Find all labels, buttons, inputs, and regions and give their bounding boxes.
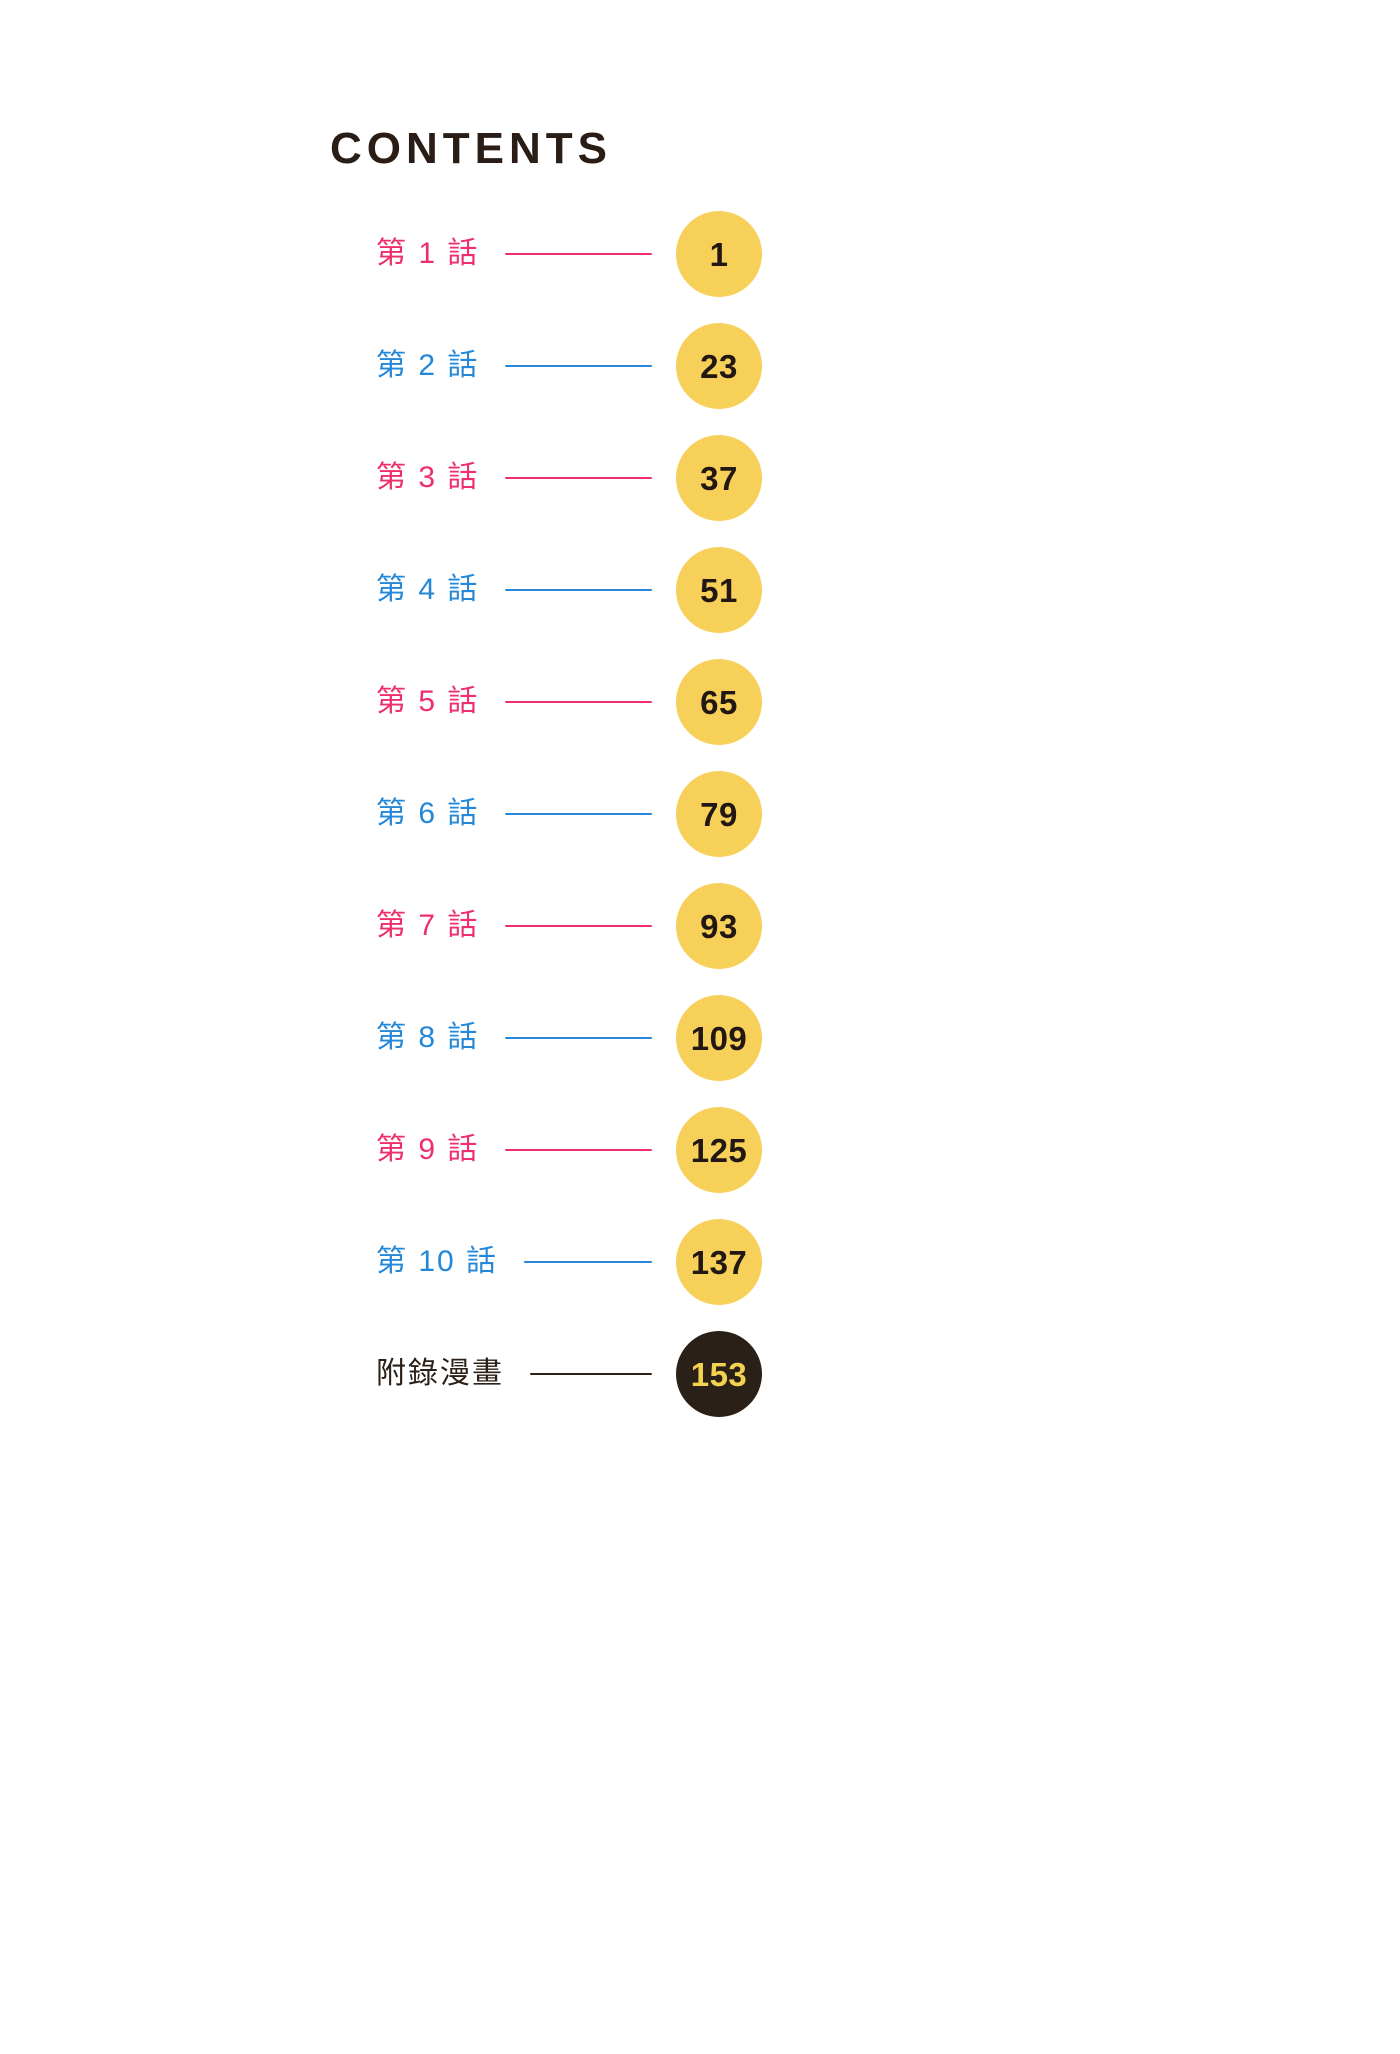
- toc-row: 第 8 話 109: [376, 995, 762, 1081]
- toc-row: 第 1 話 1: [376, 211, 762, 297]
- chapter-label: 第 9 話: [376, 1133, 480, 1166]
- page-number-badge: 1: [676, 211, 762, 297]
- toc-row: 第 7 話 93: [376, 883, 762, 969]
- leader-line: [505, 588, 652, 592]
- leader-line: [505, 812, 652, 816]
- page-number-badge: 93: [676, 883, 762, 969]
- page-number-badge: 65: [676, 659, 762, 745]
- toc-row: 第 6 話 79: [376, 771, 762, 857]
- toc-row: 第 3 話 37: [376, 435, 762, 521]
- chapter-label: 第 6 話: [376, 797, 480, 830]
- leader-line: [530, 1372, 652, 1376]
- chapter-label: 第 3 話: [376, 461, 480, 494]
- leader-line: [505, 252, 652, 256]
- chapter-label: 第 10 話: [376, 1245, 499, 1278]
- chapter-label: 第 7 話: [376, 909, 480, 942]
- chapter-label: 附錄漫畫: [376, 1357, 504, 1390]
- leader-line: [505, 1036, 652, 1040]
- toc-row: 第 2 話 23: [376, 323, 762, 409]
- toc-row: 第 10 話 137: [376, 1219, 762, 1305]
- table-of-contents: 第 1 話 1 第 2 話 23 第 3 話 37 第 4 話 51 第 5 話…: [376, 211, 762, 1417]
- page-number-badge: 137: [676, 1219, 762, 1305]
- page-title: CONTENTS: [330, 124, 612, 173]
- chapter-label: 第 5 話: [376, 685, 480, 718]
- page-number-badge: 79: [676, 771, 762, 857]
- leader-line: [524, 1260, 652, 1264]
- chapter-label: 第 2 話: [376, 349, 480, 382]
- page-number-badge: 23: [676, 323, 762, 409]
- page-number-badge: 37: [676, 435, 762, 521]
- chapter-label: 第 4 話: [376, 573, 480, 606]
- chapter-label: 第 1 話: [376, 237, 480, 270]
- page-number-badge: 153: [676, 1331, 762, 1417]
- toc-row: 第 9 話 125: [376, 1107, 762, 1193]
- leader-line: [505, 1148, 652, 1152]
- toc-row: 第 4 話 51: [376, 547, 762, 633]
- leader-line: [505, 476, 652, 480]
- leader-line: [505, 700, 652, 704]
- page-number-badge: 125: [676, 1107, 762, 1193]
- leader-line: [505, 924, 652, 928]
- page-number-badge: 109: [676, 995, 762, 1081]
- page-number-badge: 51: [676, 547, 762, 633]
- leader-line: [505, 364, 652, 368]
- chapter-label: 第 8 話: [376, 1021, 480, 1054]
- toc-row: 附錄漫畫 153: [376, 1331, 762, 1417]
- toc-row: 第 5 話 65: [376, 659, 762, 745]
